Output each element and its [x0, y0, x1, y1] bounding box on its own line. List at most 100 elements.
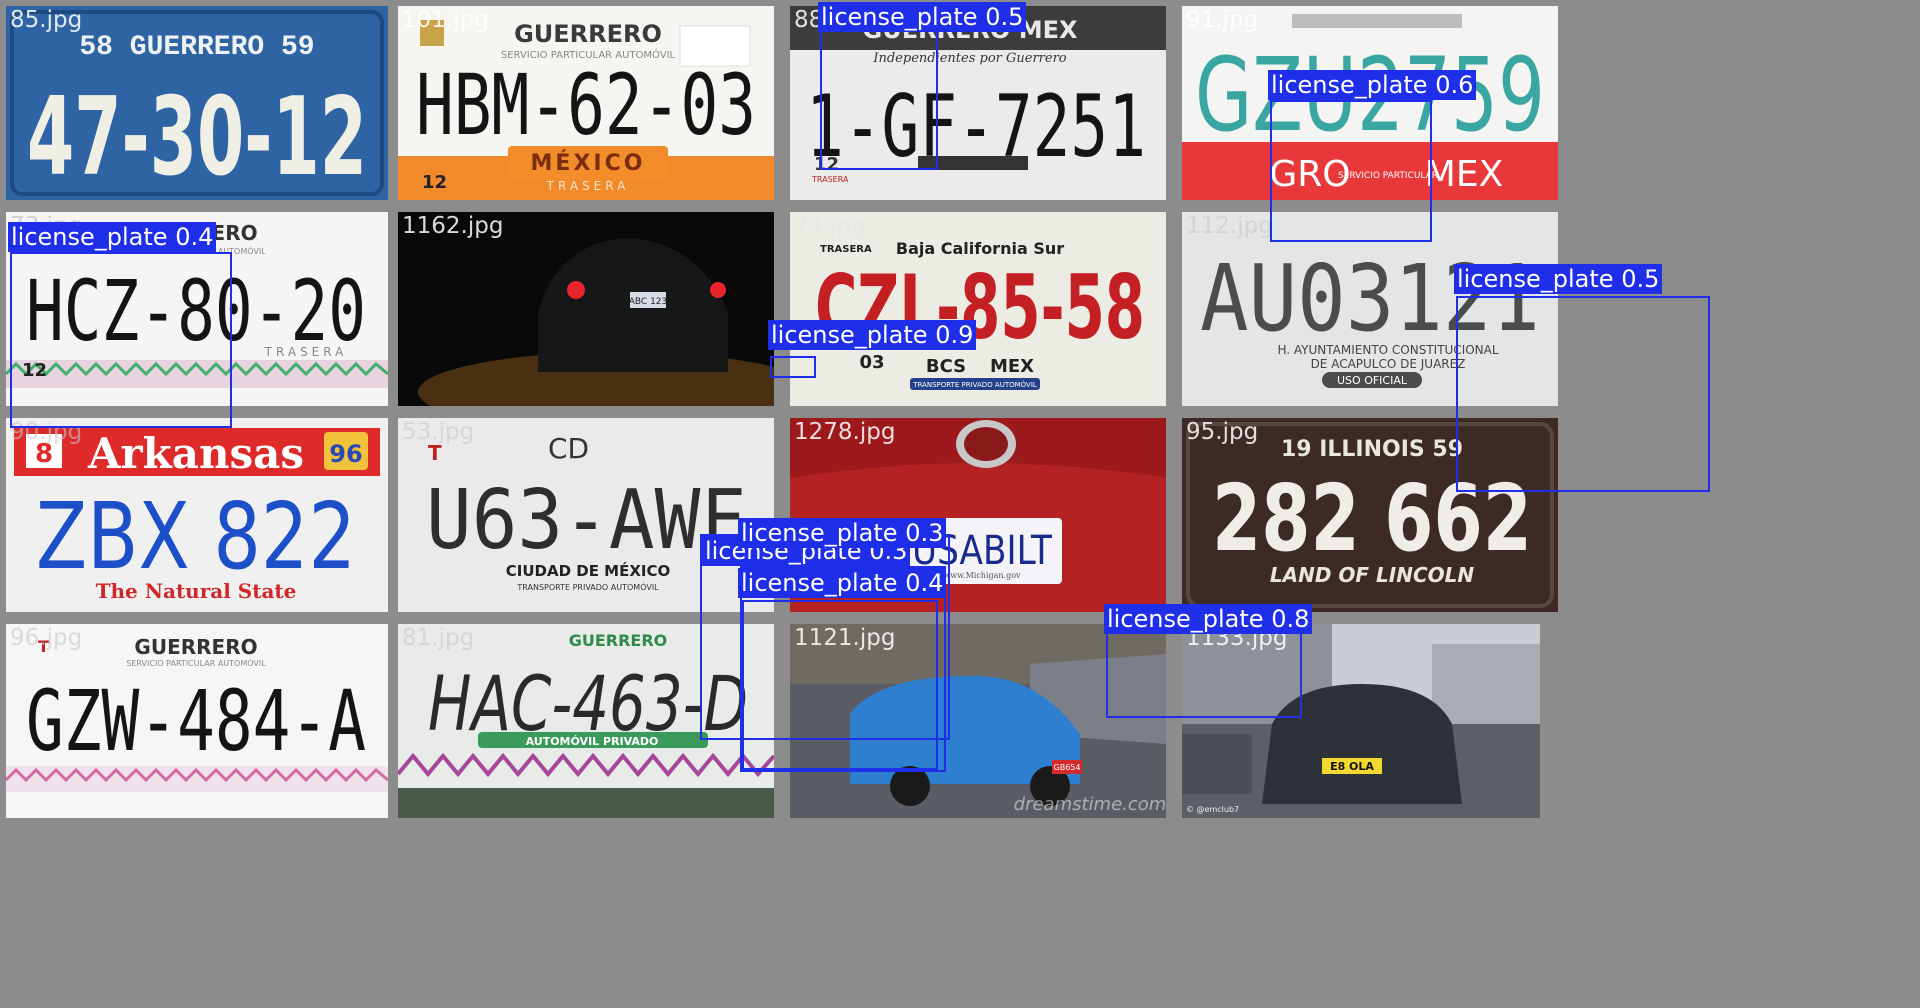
detection-box [1456, 296, 1710, 492]
plate-sub-text: Independientes por Guerrero [872, 51, 1066, 66]
plate-image: 19 ILLINOIS 59 282 662 LAND OF LINCOLN [1182, 418, 1558, 612]
plate-bottom-text: The Natural State [96, 579, 297, 603]
file-name: 91.jpg [1186, 7, 1259, 33]
plate-bottom-text: MÉXICO [531, 150, 646, 176]
detection-label: license_plate 0.6 [1268, 70, 1477, 100]
plate-image: 8 Arkansas 96 ZBX 822 The Natural State [6, 418, 388, 612]
plate-top-text: 58 GUERRERO 59 [79, 32, 314, 63]
plate-corner-small: T [38, 637, 49, 656]
plate-top-text: GUERRERO [514, 20, 662, 48]
detection-label: license_plate 0.9 [768, 320, 977, 350]
tile-81: GUERRERO HAC-463-D AUTOMÓVIL PRIVADO 81.… [398, 624, 774, 818]
detection-box [1270, 100, 1432, 242]
plate-right-text: MEX [990, 356, 1034, 377]
plate-corner-num: 12 [422, 172, 447, 193]
tile-74: TRASERA Baja California Sur CZL-85-58 03… [790, 212, 1166, 406]
svg-text:8: 8 [35, 439, 53, 469]
plate-image: TRASERA Baja California Sur CZL-85-58 03… [790, 212, 1166, 406]
detection-label: license_plate 0.5 [1454, 264, 1663, 294]
plate-bottom-text: CIUDAD DE MÉXICO [506, 561, 671, 580]
plate-text: E8 OLA [1330, 760, 1374, 773]
tile-1162: ABC 123 1162.jpg [398, 212, 774, 406]
file-name: 1121.jpg [794, 625, 896, 651]
plate-top-text: GUERRERO [134, 635, 257, 659]
file-name: 90.jpg [10, 419, 83, 445]
file-name: 85.jpg [10, 7, 83, 33]
plate-main-text: AU03121 [1200, 245, 1540, 352]
plate-bottom-text: LAND OF LINCOLN [1270, 563, 1475, 587]
plate-bottom-mid: SERVICIO PARTICULAR [1338, 171, 1438, 181]
plate-top-text: CD [548, 432, 589, 465]
plate-top-text: 19 ILLINOIS 59 [1281, 437, 1463, 462]
plate-small: www.Michigan.gov [943, 571, 1021, 580]
tile-85: 58 GUERRERO 59 47-30-12 85.jpg [6, 6, 388, 200]
plate-top-text: Arkansas [87, 429, 304, 478]
tile-95: 19 ILLINOIS 59 282 662 LAND OF LINCOLN 9… [1182, 418, 1558, 612]
detection-label: license_plate 0.4 [738, 568, 947, 598]
detection-label: license_plate 0.4 [8, 222, 217, 252]
detection-box [10, 252, 232, 428]
tile-101: GUERRERO SERVICIO PARTICULAR AUTOMÓVIL H… [398, 6, 774, 200]
detection-label: license_plate 0.3 [738, 518, 947, 548]
plate-main-text: 47-30-12 [27, 75, 367, 200]
plate-bottom-text: GRO [1269, 154, 1350, 195]
plate-top-text: Baja California Sur [896, 239, 1064, 258]
traffic-image: E8 OLA © @emclub7 [1182, 624, 1540, 818]
detection-label: license_plate 0.8 [1104, 604, 1313, 634]
plate-image: 58 GUERRERO 59 47-30-12 [6, 6, 388, 200]
plate-bottom-text: AUTOMÓVIL PRIVADO [526, 735, 659, 748]
tile-96: T GUERRERO SERVICIO PARTICULAR AUTOMÓVIL… [6, 624, 388, 818]
file-name: 95.jpg [1186, 419, 1259, 445]
file-name: 81.jpg [402, 625, 475, 651]
plate-image: AU03121 H. AYUNTAMIENTO CONSTITUCIONAL D… [1182, 212, 1558, 406]
photo-credit: © @emclub7 [1186, 805, 1239, 814]
plate-year: 96 [329, 440, 362, 468]
file-name: 53.jpg [402, 419, 475, 445]
detection-box [820, 28, 938, 170]
plate-main-text: U63-AWF [426, 473, 746, 568]
plate-bottom-text: TRANSPORTE PRIVADO AUTOMÓVIL [912, 380, 1037, 389]
plate-bottom-small: TRASERA [546, 179, 630, 193]
plate-image: GUERRERO SERVICIO PARTICULAR AUTOMÓVIL H… [398, 6, 774, 200]
file-name: 96.jpg [10, 625, 83, 651]
tile-1121: GB654 dreamstime.com 1121.jpg [790, 624, 1166, 818]
night-car-image: ABC 123 [398, 212, 774, 406]
watermark: dreamstime.com [1014, 794, 1166, 815]
plate-sub-text: SERVICIO PARTICULAR AUTOMÓVIL [126, 657, 266, 668]
plate-corner-small: TRASERA [811, 175, 849, 184]
plate-bottom-small: TRANSPORTE PRIVADO AUTOMÓVIL [516, 581, 659, 592]
plate-line2: DE ACAPULCO DE JUAREZ [1311, 357, 1466, 371]
tile-1133: E8 OLA © @emclub7 1133.jpg [1182, 624, 1540, 818]
plate-text: ABC 123 [629, 297, 668, 307]
detection-label: license_plate 0.5 [818, 2, 1027, 32]
plate-image: GUERRERO HAC-463-D AUTOMÓVIL PRIVADO [398, 624, 774, 818]
plate-main-text: HBM-62-03 [416, 56, 756, 154]
file-name: 1162.jpg [402, 213, 504, 239]
tile-53: T CD U63-AWF CIUDAD DE MÉXICO TRANSPORTE… [398, 418, 774, 612]
file-name: 101.jpg [402, 7, 489, 33]
plate-main-text: GZW-484-A [26, 672, 366, 770]
detection-box [770, 356, 816, 378]
plate-corner-small: TRASERA [820, 244, 872, 255]
file-name: 112.jpg [1186, 213, 1273, 239]
file-name: 74.jpg [794, 213, 867, 239]
plate-left-num: 03 [859, 352, 884, 373]
plate-top-text: GUERRERO [569, 631, 668, 650]
tile-90: 8 Arkansas 96 ZBX 822 The Natural State … [6, 418, 388, 612]
plate-image: T GUERRERO SERVICIO PARTICULAR AUTOMÓVIL… [6, 624, 388, 818]
plate-image: T CD U63-AWF CIUDAD DE MÉXICO TRANSPORTE… [398, 418, 774, 612]
file-name: 1278.jpg [794, 419, 896, 445]
plate-sub-text: SERVICIO PARTICULAR AUTOMÓVIL [501, 48, 676, 61]
plate-line1: H. AYUNTAMIENTO CONSTITUCIONAL [1277, 343, 1498, 357]
detection-box [1106, 632, 1302, 718]
plate-main-text: 282 662 [1212, 465, 1532, 572]
plate-mid-text: BCS [926, 356, 966, 377]
plate-corner-num: 12 [22, 360, 47, 381]
plate-text: GB654 [1054, 763, 1081, 772]
tile-112: AU03121 H. AYUNTAMIENTO CONSTITUCIONAL D… [1182, 212, 1558, 406]
street-car-image: GB654 dreamstime.com [790, 624, 1166, 818]
plate-bottom-right: MEX [1425, 154, 1503, 195]
plate-badge: USO OFICIAL [1337, 374, 1408, 387]
plate-corner-small: T [428, 441, 442, 465]
